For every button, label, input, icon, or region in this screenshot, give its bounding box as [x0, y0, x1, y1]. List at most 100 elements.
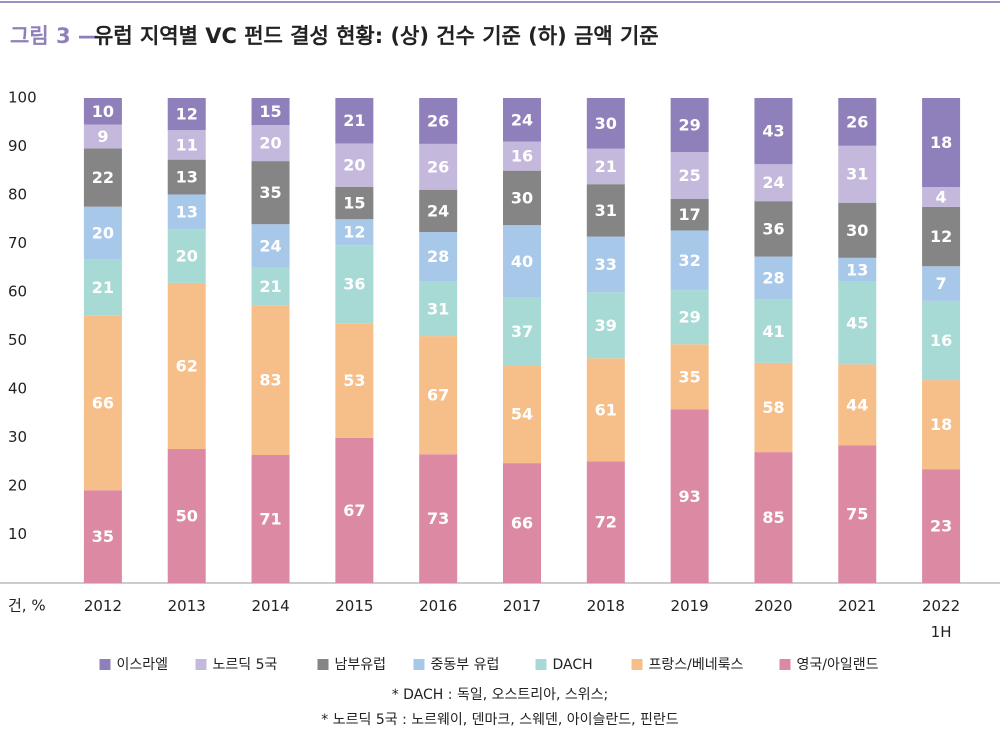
bar-segment [838, 98, 877, 146]
data-label: 71 [259, 509, 281, 528]
x-axis-label: 건, % [8, 597, 46, 615]
bar-segment [754, 98, 793, 165]
bar-segment [335, 219, 374, 246]
data-label: 45 [846, 314, 868, 333]
bar-segment [167, 194, 206, 230]
data-label: 17 [679, 205, 701, 224]
data-label: 7 [936, 274, 947, 293]
data-label: 61 [595, 400, 617, 419]
bar-segment [251, 224, 290, 268]
y-tick-label: 20 [8, 477, 27, 495]
bar-segment [670, 344, 709, 410]
legend-label: 중동부 유럽 [431, 657, 500, 673]
bar-segment [503, 297, 541, 366]
data-label: 9 [97, 127, 108, 146]
data-label: 15 [343, 194, 365, 213]
data-label: 40 [511, 252, 533, 271]
bar-segment [503, 225, 541, 298]
note: * DACH : 독일, 오스트리아, 스위스; [392, 687, 609, 703]
data-label: 18 [930, 415, 952, 434]
bar-segment [922, 187, 961, 207]
bar-segment [251, 125, 290, 162]
data-label: 35 [679, 367, 701, 386]
bar-segment [335, 437, 374, 583]
bar-segment [335, 98, 374, 144]
data-label: 33 [595, 255, 617, 274]
bar-segment [670, 409, 709, 583]
bar-segment [922, 266, 961, 301]
y-tick-label: 50 [8, 331, 27, 349]
bar-segment [83, 98, 122, 125]
data-label: 20 [176, 247, 198, 266]
x-tick-label: 2012 [83, 597, 122, 615]
bar-segment [83, 490, 122, 583]
data-label: 4 [936, 187, 947, 206]
bar-segment [922, 380, 961, 470]
data-label: 28 [427, 247, 449, 266]
x-tick-label: 2016 [419, 597, 458, 615]
bar-segment [670, 198, 709, 231]
x-tick-label: 2019 [670, 597, 709, 615]
data-label: 35 [92, 527, 114, 546]
bar-segment [838, 145, 877, 203]
data-label: 13 [176, 168, 198, 187]
bar-segment [922, 469, 961, 583]
data-label: 66 [92, 393, 114, 412]
data-label: 24 [762, 173, 784, 192]
bar-segment [419, 281, 458, 337]
bar-segment [586, 98, 625, 149]
legend-swatch [535, 659, 547, 670]
data-label: 20 [259, 134, 281, 153]
bar-segment [586, 292, 625, 359]
bar-segment [335, 143, 374, 187]
legend-label: DACH [553, 657, 593, 673]
data-label: 11 [176, 135, 198, 154]
bar-segment [167, 229, 206, 283]
legend-swatch [631, 659, 643, 670]
bar-segment [503, 170, 541, 226]
bar-segment [670, 290, 709, 345]
bar-segment [419, 189, 458, 233]
legend-swatch [413, 659, 425, 670]
data-label: 26 [427, 157, 449, 176]
data-label: 66 [511, 514, 533, 533]
bar-segment [838, 445, 877, 583]
data-label: 83 [259, 371, 281, 390]
bar-segment [754, 299, 793, 363]
bar-segment [335, 245, 374, 324]
data-label: 21 [343, 111, 365, 130]
bar-segment [167, 449, 206, 583]
data-label: 21 [92, 278, 114, 297]
bar-segment [83, 315, 122, 491]
legend-label: 프랑스/베네룩스 [649, 657, 744, 673]
legend-swatch [317, 659, 329, 670]
data-label: 20 [92, 224, 114, 243]
data-label: 13 [176, 202, 198, 221]
bar-segment [83, 259, 122, 316]
bar-segment [838, 281, 877, 365]
data-label: 15 [259, 102, 281, 121]
bar-segment [586, 461, 625, 583]
bar-segment [83, 148, 122, 207]
bar-segment [419, 454, 458, 583]
data-label: 22 [92, 168, 114, 187]
bar-segment [167, 282, 206, 450]
legend-swatch [99, 659, 111, 670]
x-tick-label: 2017 [502, 597, 542, 615]
bar-segment [754, 362, 793, 453]
data-label: 44 [846, 395, 868, 414]
data-label: 28 [762, 269, 784, 288]
y-tick-label: 40 [8, 380, 27, 398]
bar-segment [670, 152, 709, 199]
bar-segment [503, 98, 541, 142]
bar-segment [167, 159, 206, 195]
legend-label: 노르딕 5국 [213, 657, 278, 673]
data-label: 32 [679, 251, 701, 270]
data-label: 10 [92, 102, 114, 121]
data-label: 41 [762, 322, 784, 341]
bar-segment [251, 98, 290, 126]
data-label: 30 [595, 114, 617, 133]
data-label: 43 [762, 122, 784, 141]
data-label: 24 [259, 236, 281, 255]
x-tick-label: 2022 1H [921, 597, 961, 641]
